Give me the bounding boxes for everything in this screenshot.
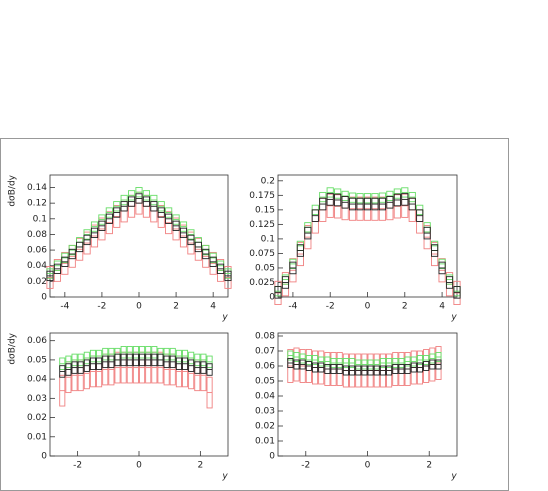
y-tick-label: 0 (41, 452, 47, 462)
y-tick-label: 0.04 (27, 375, 47, 385)
x-tick-label: -2 (97, 302, 106, 312)
x-tick-label: 0 (365, 461, 371, 471)
x-tick-label: 0 (136, 302, 142, 312)
plot-frame (49, 174, 229, 298)
y-tick-label: 0.1 (33, 214, 47, 224)
y-tick-label: 0.05 (27, 355, 47, 365)
x-tick-label: 0 (136, 461, 142, 471)
y-tick-label: 0.025 (249, 278, 275, 288)
y-tick-label: 0.06 (27, 246, 47, 256)
y-tick-label: 0.05 (255, 377, 275, 387)
x-tick-label: -4 (60, 302, 69, 312)
y-tick-label: 0.07 (255, 347, 275, 357)
y-tick-label: 0.12 (27, 199, 47, 209)
y-tick-label: 0.02 (27, 277, 47, 287)
y-tick-label: 0.08 (27, 230, 47, 240)
y-tick-label: 0.02 (255, 422, 275, 432)
y-tick-label: 0.02 (27, 413, 47, 423)
y-tick-label: 0 (269, 293, 275, 303)
y-tick-label: 0.01 (27, 432, 47, 442)
y-tick-label: 0.06 (255, 362, 275, 372)
y-tick-label: 0.1 (261, 234, 275, 244)
y-tick-label: 0.125 (249, 220, 275, 230)
x-tick-label: 4 (439, 302, 445, 312)
y-tick-label: 0.2 (261, 176, 275, 186)
plot-frame (49, 332, 229, 457)
x-axis-label: y (450, 472, 457, 482)
x-tick-label: -2 (301, 461, 310, 471)
y-tick-label: 0.03 (27, 394, 47, 404)
y-tick-label: 0 (41, 293, 47, 303)
y-tick-label: 0.01 (255, 437, 275, 447)
x-tick-label: -2 (326, 302, 335, 312)
y-tick-label: 0.15 (255, 205, 275, 215)
x-axis-label: y (221, 313, 228, 323)
y-axis-label: dσB/dy (8, 332, 18, 364)
y-tick-label: 0.03 (255, 407, 275, 417)
x-tick-label: -2 (73, 461, 82, 471)
y-tick-label: 0.05 (255, 263, 275, 273)
y-tick-label: 0.175 (249, 191, 275, 201)
x-tick-label: 2 (198, 461, 204, 471)
x-tick-label: 2 (426, 461, 432, 471)
x-tick-label: 0 (365, 302, 371, 312)
y-tick-label: 0.04 (27, 261, 47, 271)
y-tick-label: 0.075 (249, 249, 275, 259)
x-tick-label: 2 (173, 302, 179, 312)
x-tick-label: -4 (288, 302, 297, 312)
x-tick-label: 2 (402, 302, 408, 312)
y-tick-label: 0 (269, 452, 275, 462)
y-tick-label: 0.08 (255, 332, 275, 342)
x-axis-label: y (450, 313, 457, 323)
y-tick-label: 0.06 (27, 336, 47, 346)
x-axis-label: y (221, 472, 228, 482)
y-axis-label: dσB/dy (8, 174, 18, 206)
y-tick-label: 0.14 (27, 183, 47, 193)
x-tick-label: 4 (210, 302, 216, 312)
y-tick-label: 0.04 (255, 392, 275, 402)
